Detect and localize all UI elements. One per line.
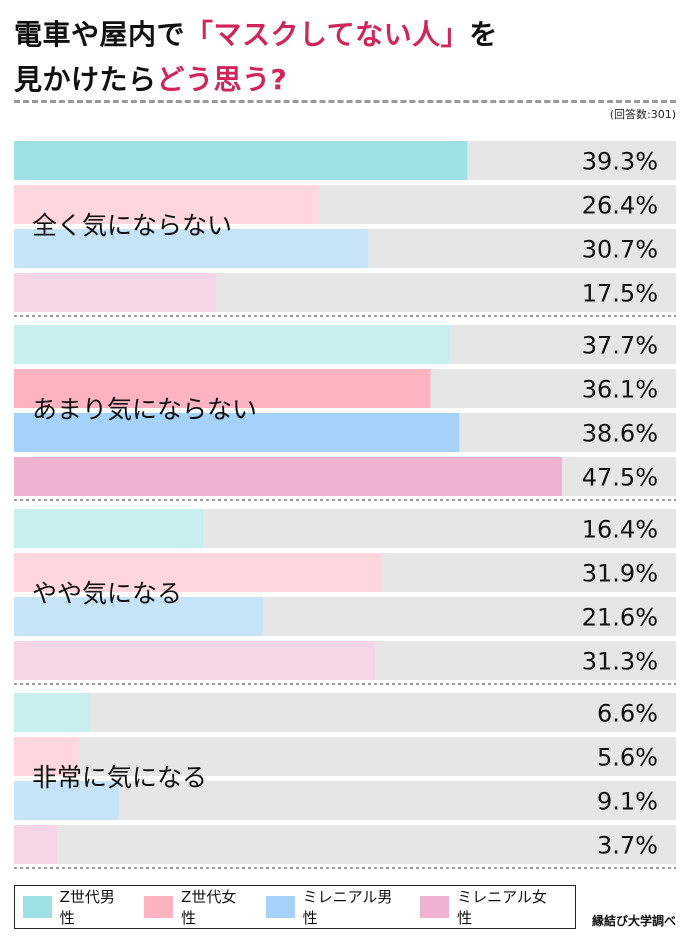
value-label: 47.5% — [582, 464, 658, 492]
title-line1-a: 電車や屋内で — [14, 18, 186, 51]
bar — [14, 457, 562, 496]
bar-track — [14, 825, 676, 864]
bar — [14, 325, 449, 364]
bar-track — [14, 781, 676, 820]
legend-item: Z世代女性 — [144, 886, 247, 928]
value-label: 17.5% — [582, 280, 658, 308]
source-credit: 縁結び大学調べ — [591, 914, 676, 928]
legend-swatch — [265, 896, 295, 918]
legend-label: Z世代男性 — [59, 888, 115, 927]
title-line2-a: 見かけたら — [14, 63, 157, 96]
legend-swatch — [144, 896, 174, 918]
title-line1-c: を — [469, 18, 498, 51]
bar — [14, 693, 91, 732]
bar — [14, 369, 431, 408]
bar-track — [14, 737, 676, 776]
value-label: 31.9% — [582, 560, 658, 588]
legend-item: Z世代男性 — [23, 886, 126, 928]
legend-label: ミレニアル女性 — [457, 888, 547, 927]
value-label: 26.4% — [582, 192, 658, 220]
value-label: 30.7% — [582, 236, 658, 264]
category-label: やや気になる — [32, 579, 182, 608]
bar-track — [14, 693, 676, 732]
value-label: 36.1% — [582, 376, 658, 404]
bar — [14, 141, 468, 180]
legend-swatch — [420, 896, 450, 918]
bar — [14, 825, 57, 864]
bar — [14, 641, 376, 680]
legend-swatch — [23, 896, 52, 918]
legend-item: ミレニアル女性 — [420, 886, 557, 928]
value-label: 39.3% — [582, 148, 658, 176]
value-label: 37.7% — [582, 332, 658, 360]
value-label: 5.6% — [597, 744, 658, 772]
title-line1-b: 「マスクしてない人」 — [185, 18, 470, 51]
category-label: 非常に気になる — [32, 763, 207, 792]
bar — [14, 509, 204, 548]
value-label: 31.3% — [582, 648, 658, 676]
value-label: 3.7% — [597, 832, 658, 860]
bar — [14, 553, 383, 592]
legend-label: ミレニアル男性 — [302, 888, 393, 927]
value-label: 38.6% — [582, 420, 658, 448]
bar-chart: 39.3% 26.4% 30.7% 17.5% 全く気にならない 37.7% 36.1% 38… — [14, 141, 676, 869]
legend-item: ミレニアル男性 — [265, 886, 403, 928]
value-label: 21.6% — [582, 604, 658, 632]
bar — [14, 185, 319, 224]
bar — [14, 737, 79, 776]
value-label: 16.4% — [582, 516, 658, 544]
value-label: 9.1% — [597, 788, 658, 816]
bar — [14, 273, 216, 312]
legend: Z世代男性 Z世代女性 ミレニアル男性 ミレニアル女性 — [14, 885, 576, 929]
bar — [14, 597, 264, 636]
title-divider — [14, 100, 676, 103]
chart-title: 電車や屋内で「マスクしてない人」を 見かけたらどう思う? — [14, 12, 674, 102]
category-label: あまり気にならない — [32, 395, 257, 424]
bar — [14, 229, 369, 268]
sample-size-note: (回答数:301) — [609, 108, 676, 121]
value-label: 6.6% — [597, 700, 658, 728]
bar — [14, 781, 119, 820]
title-line2-b: どう思う? — [156, 63, 288, 96]
bar — [14, 413, 460, 452]
category-label: 全く気にならない — [32, 211, 232, 240]
legend-label: Z世代女性 — [181, 888, 237, 927]
